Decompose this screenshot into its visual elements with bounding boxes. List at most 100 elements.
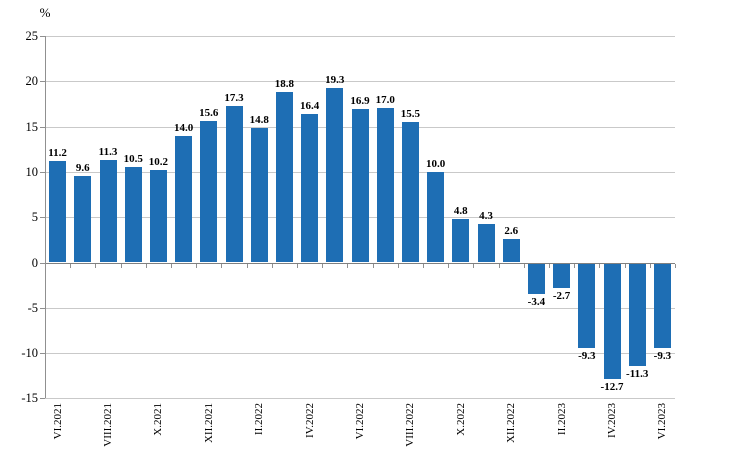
bar [275, 92, 293, 263]
bar-value-label: 4.8 [453, 205, 468, 217]
bar-value-label: -9.3 [653, 349, 672, 362]
x-axis-tick [649, 263, 651, 268]
x-tick-label: X.2022 [454, 403, 467, 436]
bar-value-label: 14.0 [173, 121, 194, 134]
bar-value-label: -3.4 [527, 296, 546, 309]
y-axis-unit-label: % [39, 5, 51, 20]
bar [250, 128, 268, 263]
bar [200, 121, 218, 263]
x-tick-label: VIII.2022 [404, 403, 417, 447]
x-axis-tick [95, 263, 97, 268]
bar-value-label: 15.5 [400, 108, 421, 121]
x-axis-tick [473, 263, 475, 268]
bar-value-label: 2.6 [504, 224, 519, 237]
bar [225, 105, 243, 263]
bar-value-label: 19.3 [325, 73, 345, 86]
x-axis-tick [196, 263, 198, 268]
y-tick-label: 25 [25, 29, 39, 43]
y-tick-label: 20 [25, 74, 39, 89]
x-axis-tick [675, 263, 676, 268]
bar [653, 263, 671, 348]
y-tick-label: 0 [31, 255, 38, 270]
y-tick-label: -10 [21, 346, 38, 361]
bar [175, 135, 193, 263]
x-axis-tick [221, 263, 223, 268]
gridline [45, 398, 675, 400]
bar [477, 223, 495, 263]
x-axis-tick [297, 263, 298, 268]
bar [149, 170, 167, 263]
x-tick-label: VI.2022 [354, 403, 366, 440]
bar [603, 263, 621, 379]
y-axis-tick [40, 398, 45, 400]
bar-value-label: 15.6 [199, 107, 219, 120]
gridline [45, 353, 675, 355]
x-axis-tick [523, 263, 525, 268]
bar [99, 160, 117, 263]
x-tick-label: VI.2021 [51, 403, 64, 440]
bar-value-label: 4.3 [479, 209, 493, 222]
y-axis-line [45, 36, 46, 399]
x-tick-label: VI.2023 [656, 403, 669, 440]
bar-value-label: 10.2 [148, 156, 169, 169]
bar-value-label: 17.0 [375, 94, 395, 107]
y-axis-tick [40, 36, 45, 37]
gridline [45, 36, 675, 37]
x-axis-tick [70, 263, 72, 268]
x-axis-tick [397, 263, 399, 268]
x-axis-tick [45, 263, 46, 268]
y-tick-label: 5 [31, 210, 38, 225]
x-tick-label: II.2023 [555, 403, 568, 436]
x-tick-label: II.2022 [253, 403, 266, 436]
bar [502, 238, 520, 263]
bar [553, 263, 571, 288]
x-axis-tick [171, 263, 172, 268]
x-axis-tick [423, 263, 424, 268]
y-tick-label: 10 [25, 164, 39, 179]
y-axis-tick [40, 217, 45, 219]
y-axis-tick [40, 171, 45, 173]
bar-value-label: -12.7 [600, 380, 624, 393]
x-axis-tick [624, 263, 626, 268]
bar-value-label: 11.2 [48, 147, 67, 160]
x-axis-tick [271, 263, 273, 268]
x-axis-tick [574, 263, 576, 268]
y-tick-label: 15 [25, 119, 39, 134]
bar-value-label: 17.3 [224, 91, 244, 104]
bar-value-label: -11.3 [626, 367, 649, 380]
x-axis-tick [120, 263, 122, 268]
x-axis-tick [347, 263, 349, 268]
bar-value-label: 16.4 [299, 99, 320, 112]
bar-value-label: 10.5 [123, 153, 143, 166]
gridline [45, 307, 675, 309]
y-axis-tick [40, 262, 45, 264]
y-axis-tick [40, 81, 45, 83]
gridline [45, 81, 675, 83]
bar [401, 122, 419, 263]
bar [376, 108, 394, 263]
x-axis-tick [599, 263, 601, 268]
bar [578, 263, 596, 348]
y-tick-label: -5 [27, 300, 38, 315]
bar-value-label: 11.3 [98, 146, 118, 159]
bar [124, 167, 142, 263]
x-tick-label: IV.2022 [303, 403, 316, 438]
y-axis-tick [40, 307, 45, 309]
bar [351, 109, 369, 263]
bar-value-label: 18.8 [274, 78, 295, 91]
x-axis-tick [145, 263, 147, 268]
zero-axis-line [45, 262, 675, 264]
bar-value-label: 10.0 [425, 157, 446, 170]
bar-value-label: 9.6 [75, 161, 90, 174]
x-axis-tick [322, 263, 324, 268]
x-axis-tick [246, 263, 248, 268]
y-axis-tick [40, 353, 45, 355]
bar [452, 219, 470, 263]
x-axis-tick [372, 263, 374, 268]
bar [326, 87, 344, 263]
x-tick-label: X.2021 [152, 403, 165, 436]
x-tick-label: XII.2022 [505, 403, 518, 444]
bar [628, 263, 646, 366]
y-axis-tick [40, 126, 45, 128]
